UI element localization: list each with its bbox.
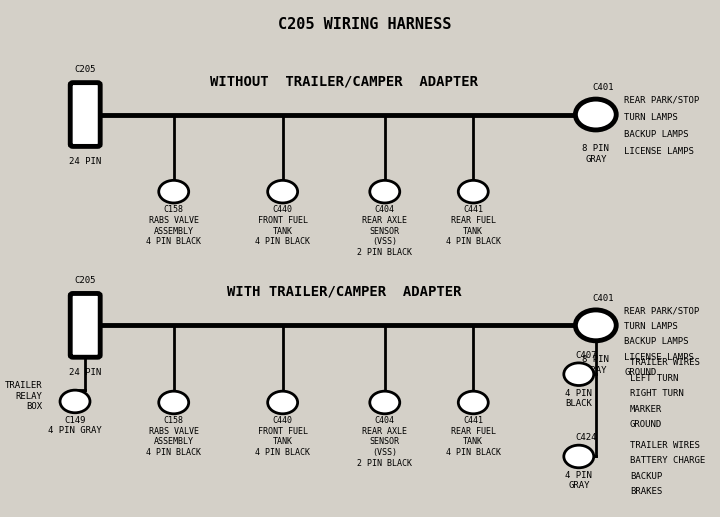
Text: C158
RABS VALVE
ASSEMBLY
4 PIN BLACK: C158 RABS VALVE ASSEMBLY 4 PIN BLACK [146,416,201,457]
Circle shape [575,99,616,130]
Text: TURN LAMPS: TURN LAMPS [624,113,678,121]
Text: C441
REAR FUEL
TANK
4 PIN BLACK: C441 REAR FUEL TANK 4 PIN BLACK [446,416,501,457]
Text: LICENSE LAMPS: LICENSE LAMPS [624,353,694,362]
Text: C205: C205 [74,66,96,74]
Text: C440
FRONT FUEL
TANK
4 PIN BLACK: C440 FRONT FUEL TANK 4 PIN BLACK [255,205,310,246]
Text: C149
4 PIN GRAY: C149 4 PIN GRAY [48,416,102,435]
Text: C401: C401 [593,83,614,93]
Text: C401: C401 [593,294,614,303]
Text: BRAKES: BRAKES [630,487,662,496]
Text: 24 PIN: 24 PIN [69,157,102,165]
Circle shape [158,180,189,203]
Text: C404
REAR AXLE
SENSOR
(VSS)
2 PIN BLACK: C404 REAR AXLE SENSOR (VSS) 2 PIN BLACK [357,205,413,257]
Text: C440
FRONT FUEL
TANK
4 PIN BLACK: C440 FRONT FUEL TANK 4 PIN BLACK [255,416,310,457]
Text: GROUND: GROUND [624,368,657,377]
FancyBboxPatch shape [71,294,100,357]
Circle shape [370,180,400,203]
Text: BACKUP: BACKUP [630,472,662,480]
Text: 8 PIN
GRAY: 8 PIN GRAY [582,144,609,164]
Circle shape [268,391,297,414]
Circle shape [158,391,189,414]
Circle shape [459,391,488,414]
Text: TRAILER
RELAY
BOX: TRAILER RELAY BOX [5,382,42,411]
Circle shape [60,390,90,413]
Circle shape [268,180,297,203]
Circle shape [564,363,594,386]
Text: C441
REAR FUEL
TANK
4 PIN BLACK: C441 REAR FUEL TANK 4 PIN BLACK [446,205,501,246]
Text: BATTERY CHARGE: BATTERY CHARGE [630,456,705,465]
Text: WITHOUT  TRAILER/CAMPER  ADAPTER: WITHOUT TRAILER/CAMPER ADAPTER [210,74,478,88]
Text: C407: C407 [575,351,597,360]
Text: 4 PIN
GRAY: 4 PIN GRAY [565,471,593,490]
Text: RIGHT TURN: RIGHT TURN [630,389,683,398]
Circle shape [459,180,488,203]
Text: C205: C205 [74,276,96,285]
Text: GROUND: GROUND [630,420,662,429]
Text: LICENSE LAMPS: LICENSE LAMPS [624,146,694,156]
Text: C158
RABS VALVE
ASSEMBLY
4 PIN BLACK: C158 RABS VALVE ASSEMBLY 4 PIN BLACK [146,205,201,246]
Text: 8 PIN
GRAY: 8 PIN GRAY [582,355,609,375]
Text: REAR PARK/STOP: REAR PARK/STOP [624,307,700,315]
Text: WITH TRAILER/CAMPER  ADAPTER: WITH TRAILER/CAMPER ADAPTER [227,285,462,299]
Circle shape [370,391,400,414]
Text: C205 WIRING HARNESS: C205 WIRING HARNESS [278,17,451,32]
Text: BACKUP LAMPS: BACKUP LAMPS [624,337,689,346]
Text: C404
REAR AXLE
SENSOR
(VSS)
2 PIN BLACK: C404 REAR AXLE SENSOR (VSS) 2 PIN BLACK [357,416,413,468]
Text: REAR PARK/STOP: REAR PARK/STOP [624,96,700,104]
Text: LEFT TURN: LEFT TURN [630,374,678,383]
FancyBboxPatch shape [71,83,100,146]
Text: 4 PIN
BLACK: 4 PIN BLACK [565,389,593,408]
Text: C424: C424 [575,433,597,442]
Text: MARKER: MARKER [630,405,662,414]
Text: TRAILER WIRES: TRAILER WIRES [630,440,700,450]
Text: BACKUP LAMPS: BACKUP LAMPS [624,130,689,139]
Text: TRAILER WIRES: TRAILER WIRES [630,358,700,368]
Text: 24 PIN: 24 PIN [69,368,102,376]
Circle shape [575,310,616,341]
Circle shape [564,445,594,468]
Text: TURN LAMPS: TURN LAMPS [624,322,678,331]
